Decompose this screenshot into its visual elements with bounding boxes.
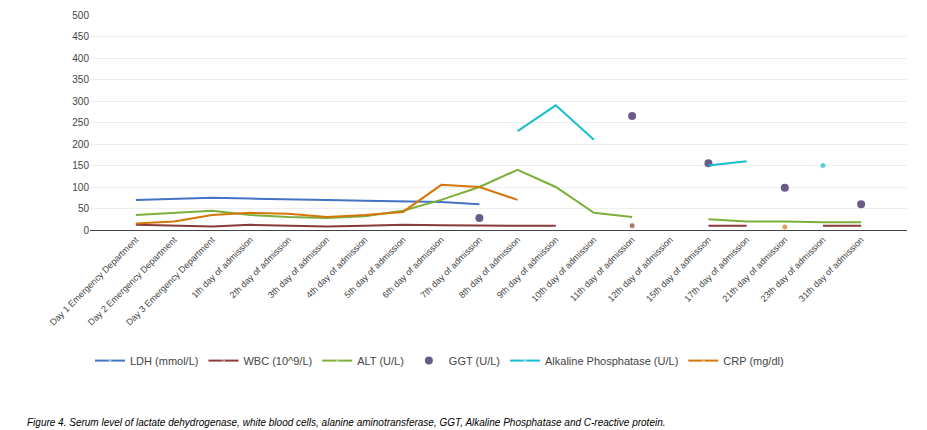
svg-text:12th day of admission: 12th day of admission xyxy=(606,235,675,304)
svg-text:8th day of admission: 8th day of admission xyxy=(457,235,522,300)
svg-text:450: 450 xyxy=(72,31,89,42)
svg-text:50: 50 xyxy=(78,203,90,214)
svg-text:Day 1 Emergency Department: Day 1 Emergency Department xyxy=(48,234,141,327)
svg-text:250: 250 xyxy=(72,117,89,128)
svg-text:100: 100 xyxy=(72,182,89,193)
svg-text:6th day of admission: 6th day of admission xyxy=(380,235,445,300)
svg-text:0: 0 xyxy=(83,225,89,236)
svg-text:ALT (U/L): ALT (U/L) xyxy=(357,355,404,367)
svg-text:Figure 4. Serum level of lacta: Figure 4. Serum level of lactate dehydro… xyxy=(27,417,666,428)
svg-text:LDH (mmol/L): LDH (mmol/L) xyxy=(130,355,198,367)
svg-text:350: 350 xyxy=(72,74,89,85)
svg-text:WBC (10^9/L): WBC (10^9/L) xyxy=(243,355,312,367)
svg-text:400: 400 xyxy=(72,53,89,64)
svg-text:7th day of admission: 7th day of admission xyxy=(419,235,484,300)
svg-text:5th day of admission: 5th day of admission xyxy=(342,235,407,300)
svg-text:1th day of admission: 1th day of admission xyxy=(190,235,255,300)
svg-text:3th day of admission: 3th day of admission xyxy=(266,235,331,300)
svg-text:150: 150 xyxy=(72,160,89,171)
svg-text:Alkaline Phosphatase (U/L): Alkaline Phosphatase (U/L) xyxy=(545,355,678,367)
svg-text:23th day of admission: 23th day of admission xyxy=(759,235,828,304)
svg-text:200: 200 xyxy=(72,139,89,150)
svg-text:10th day of admission: 10th day of admission xyxy=(530,235,599,304)
svg-text:500: 500 xyxy=(72,10,89,21)
svg-text:GGT (U/L): GGT (U/L) xyxy=(449,355,500,367)
svg-text:21th day of admission: 21th day of admission xyxy=(720,235,789,304)
svg-text:17th day of admission: 17th day of admission xyxy=(682,235,751,304)
svg-text:11th day of admission: 11th day of admission xyxy=(568,235,637,304)
svg-text:Day 3 Emergency Department: Day 3 Emergency Department xyxy=(124,234,217,327)
svg-text:Day 2 Emergency Department: Day 2 Emergency Department xyxy=(86,234,179,327)
svg-text:9th day of admission: 9th day of admission xyxy=(495,235,560,300)
svg-text:300: 300 xyxy=(72,96,89,107)
svg-text:4th day of admission: 4th day of admission xyxy=(304,235,369,300)
svg-text:CRP (mg/dl): CRP (mg/dl) xyxy=(723,355,783,367)
svg-text:15th day of admission: 15th day of admission xyxy=(644,235,713,304)
svg-text:2th day of admission: 2th day of admission xyxy=(228,235,293,300)
svg-text:31th day of admission: 31th day of admission xyxy=(797,235,866,304)
